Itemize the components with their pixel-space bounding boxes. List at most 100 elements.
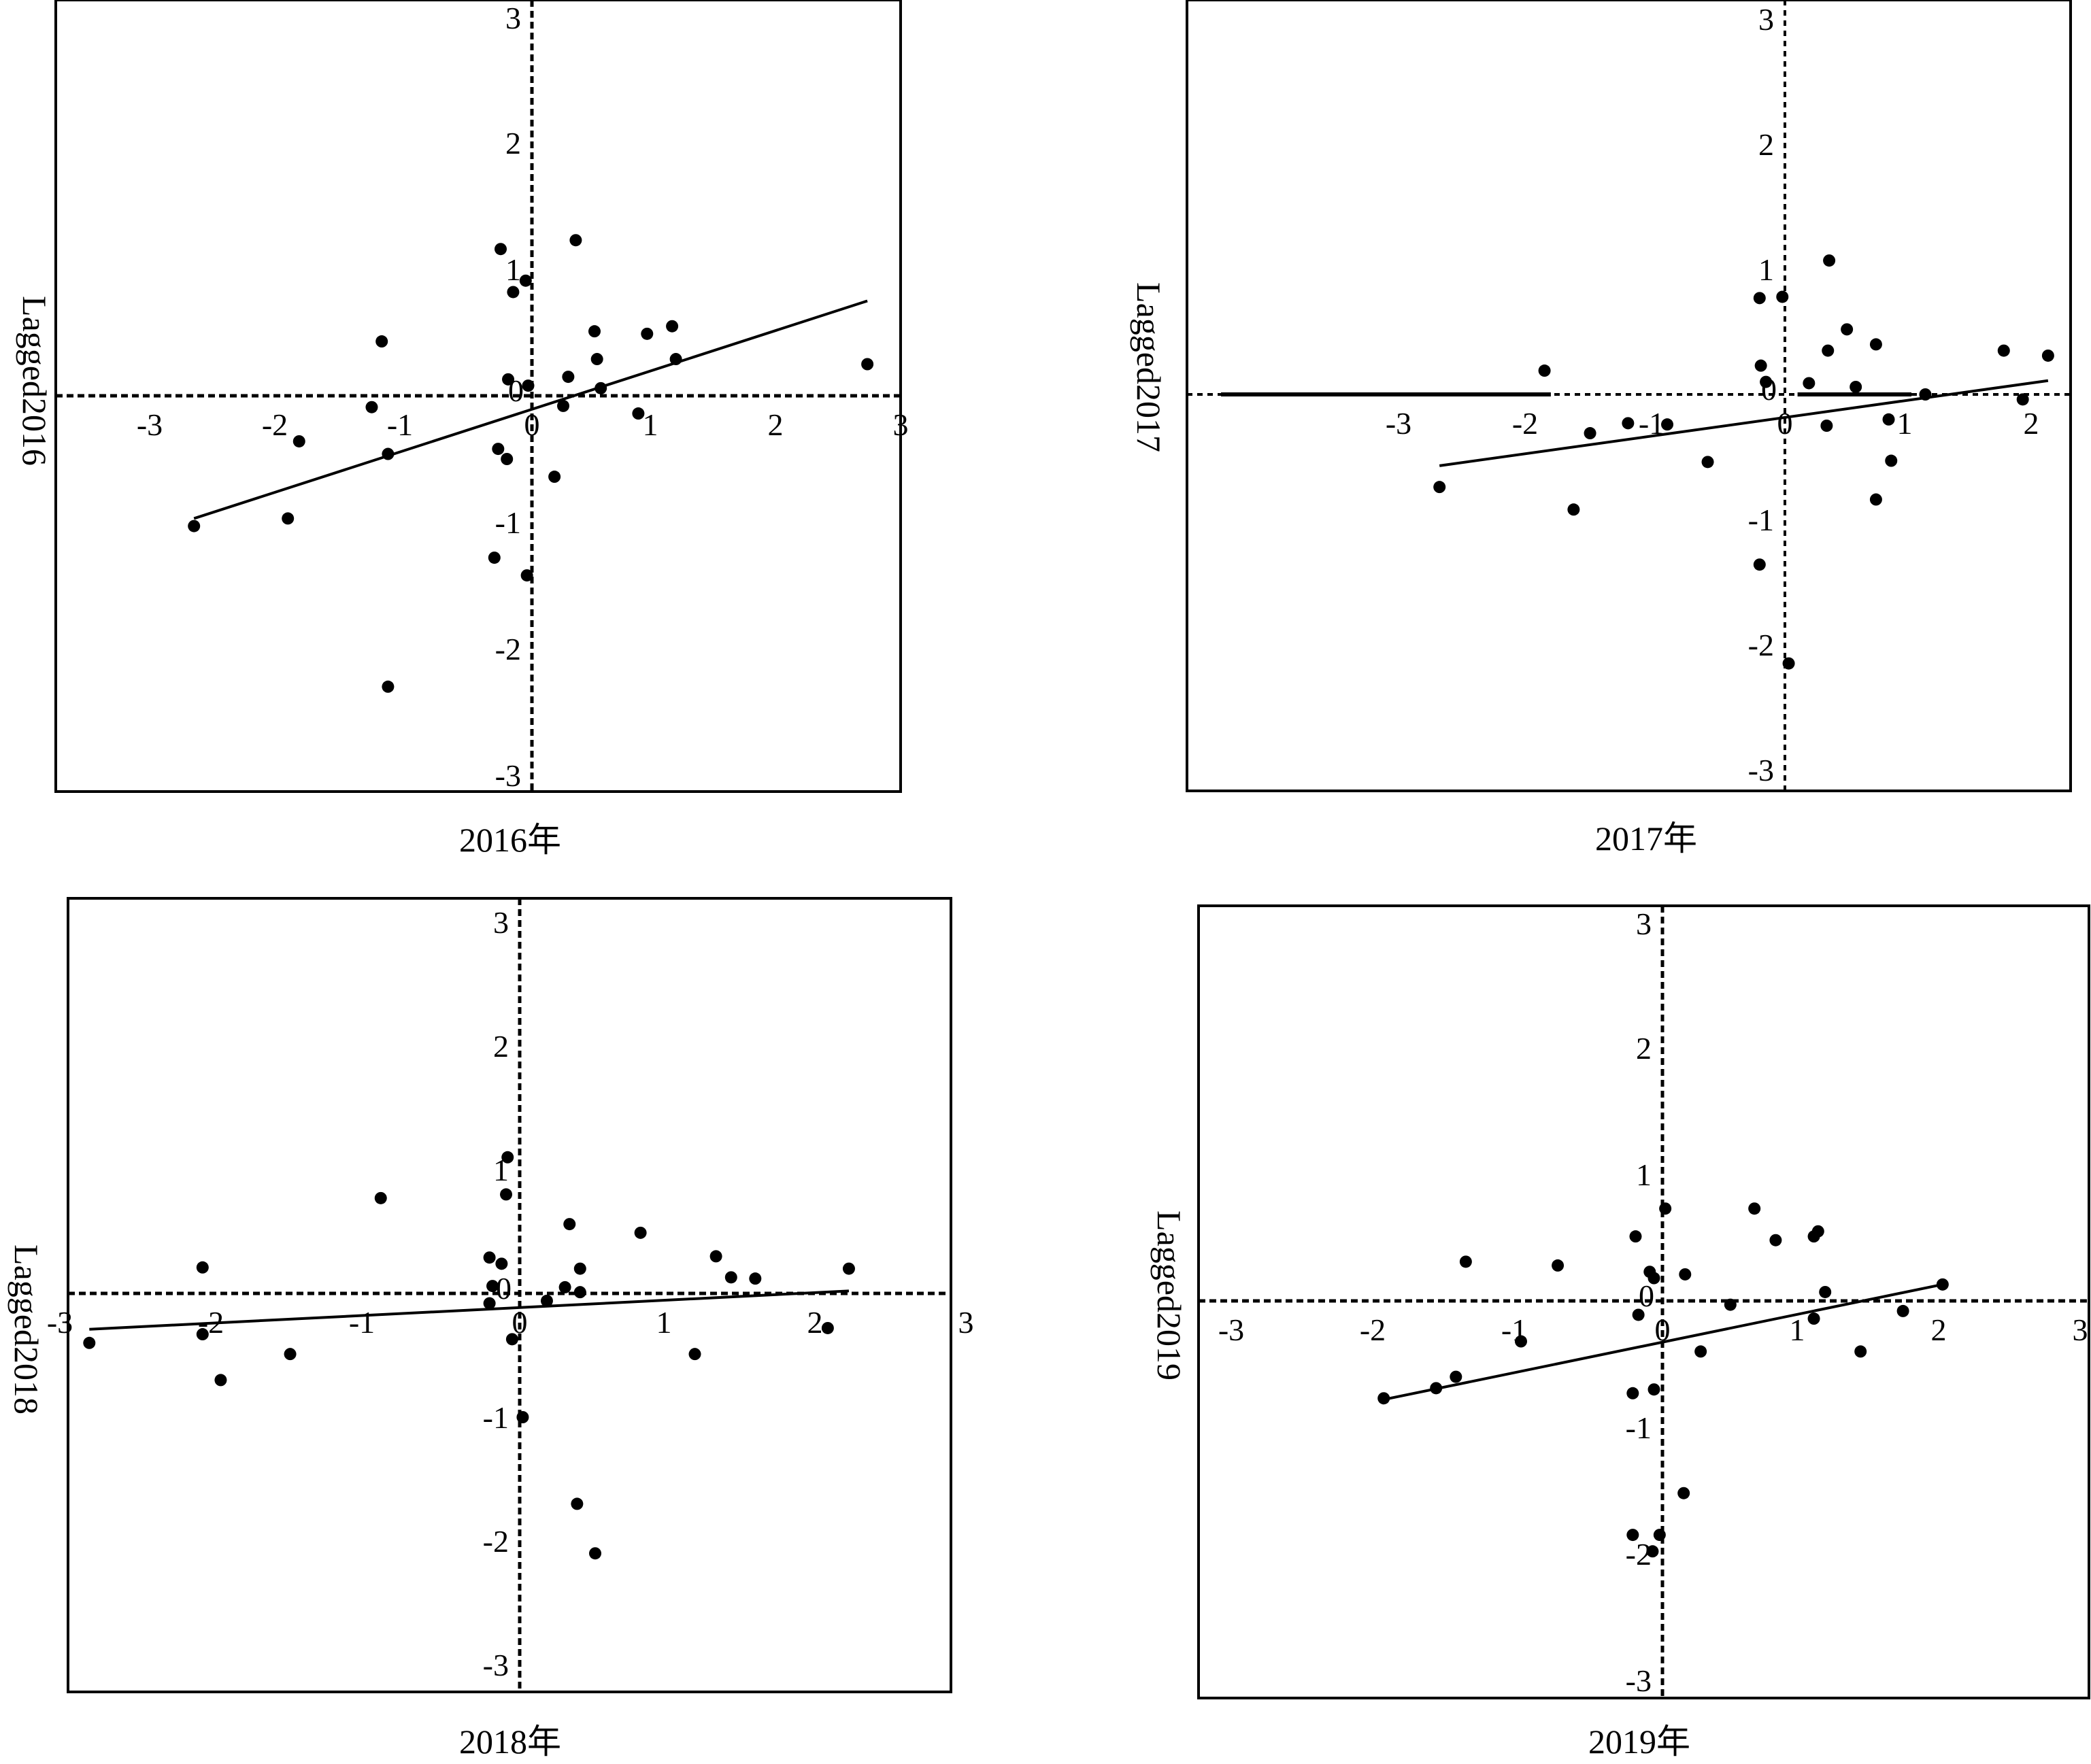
x-tick-label: -3 xyxy=(47,1305,73,1340)
scatter-point xyxy=(666,320,679,333)
scatter-point xyxy=(573,1262,586,1275)
scatter-point xyxy=(1776,290,1789,303)
scatter-point xyxy=(1459,1255,1472,1268)
scatter-point xyxy=(375,335,388,348)
scatter-point xyxy=(1819,1285,1832,1298)
scatter-point xyxy=(562,371,575,384)
scatter-point xyxy=(669,353,682,366)
scatter-point xyxy=(382,680,395,693)
scatter-point xyxy=(1661,418,1674,431)
scatter-point xyxy=(632,407,645,420)
scatter-point xyxy=(2016,393,2029,406)
scatter-point xyxy=(569,234,582,247)
y-tick-label: 1 xyxy=(505,252,521,287)
scatter-point xyxy=(1622,417,1635,430)
scatter-point xyxy=(516,1411,529,1423)
scatter-point xyxy=(1567,503,1580,516)
scatter-point xyxy=(1629,1230,1642,1243)
x-tick-label: 1 xyxy=(643,407,658,442)
scatter-point xyxy=(571,1497,584,1510)
y-tick-label: 3 xyxy=(1758,2,1774,37)
x-tick-label: 2 xyxy=(768,407,784,442)
scatter-point xyxy=(588,325,601,338)
scatter-point xyxy=(2041,349,2054,362)
y-axis-label: Lagged2016 xyxy=(16,296,54,466)
scatter-point xyxy=(724,1271,737,1284)
scatter-point xyxy=(1869,493,1882,506)
scatter-point xyxy=(488,552,501,564)
scatter-point xyxy=(495,1257,508,1270)
scatter-point xyxy=(1803,377,1816,390)
scatter-point xyxy=(1882,413,1895,426)
scatter-point xyxy=(1854,1345,1867,1358)
scatter-point xyxy=(1653,1529,1666,1542)
scatter-point xyxy=(595,381,607,394)
y-tick-label: 3 xyxy=(505,1,521,35)
scatter-point xyxy=(188,520,201,532)
panel-caption: 2016年 xyxy=(459,821,561,859)
x-tick-label: -1 xyxy=(387,407,413,442)
scatter-point xyxy=(641,327,654,340)
scatter-point xyxy=(590,353,603,366)
scatter-point xyxy=(1679,1268,1692,1280)
scatter-point xyxy=(1433,481,1446,494)
scatter-point xyxy=(214,1374,227,1387)
scatter-point xyxy=(540,1294,553,1307)
scatter-point xyxy=(519,274,532,287)
scatter-point xyxy=(196,1261,209,1274)
scatter-point xyxy=(495,243,507,256)
y-tick-label: -1 xyxy=(1748,503,1774,537)
scatter-point xyxy=(1552,1259,1565,1272)
scatter-point xyxy=(563,1218,576,1231)
scatter-point xyxy=(382,447,395,460)
scatter-point xyxy=(501,1151,514,1164)
y-tick-label: -3 xyxy=(1626,1663,1652,1698)
x-tick-label: -1 xyxy=(349,1305,375,1340)
scatter-point xyxy=(1515,1335,1527,1348)
scatter-point xyxy=(1647,1383,1660,1396)
scatter-point xyxy=(1659,1202,1672,1215)
x-tick-label: 3 xyxy=(2073,1312,2088,1347)
scatter-point xyxy=(1896,1304,1909,1317)
scatter-point xyxy=(1646,1545,1659,1558)
scatter-point xyxy=(557,399,569,412)
scatter-point xyxy=(1430,1382,1443,1395)
x-tick-label: 1 xyxy=(1790,1312,1805,1347)
scatter-point xyxy=(483,1251,496,1264)
scatter-point xyxy=(1753,292,1766,305)
scatter-point xyxy=(688,1348,701,1361)
scatter-point xyxy=(1997,344,2010,357)
scatter-point xyxy=(1936,1278,1949,1291)
panel-caption: 2019年 xyxy=(1588,1723,1690,1761)
scatter-point xyxy=(1584,427,1596,440)
scatter-point xyxy=(548,471,561,484)
regression-line xyxy=(89,1289,850,1331)
y-tick-label: 0 xyxy=(1639,1278,1654,1313)
y-tick-label: 3 xyxy=(493,905,509,940)
x-tick-label: -2 xyxy=(1512,406,1538,441)
panel-caption: 2017年 xyxy=(1595,819,1697,858)
x-tick-label: 0 xyxy=(1777,406,1793,441)
x-tick-label: 0 xyxy=(524,407,540,442)
scatter-point xyxy=(1632,1308,1645,1321)
scatter-point xyxy=(573,1286,586,1299)
scatter-point xyxy=(1748,1202,1761,1215)
scatter-point xyxy=(1626,1387,1639,1400)
x-tick-label: -3 xyxy=(1386,406,1411,441)
y-tick-label: -1 xyxy=(483,1400,509,1435)
scatter-point xyxy=(284,1348,297,1361)
scatter-point xyxy=(522,379,535,392)
scatter-point xyxy=(1626,1529,1639,1542)
scatter-point xyxy=(1694,1345,1707,1358)
plot-frame xyxy=(54,0,902,793)
y-tick-label: -2 xyxy=(1748,628,1774,662)
y-tick-label: 2 xyxy=(493,1029,509,1064)
scatter-point xyxy=(502,373,515,386)
x-tick-label: 2 xyxy=(807,1305,823,1340)
y-tick-label: -2 xyxy=(495,632,521,666)
regression-line xyxy=(1439,379,2049,467)
